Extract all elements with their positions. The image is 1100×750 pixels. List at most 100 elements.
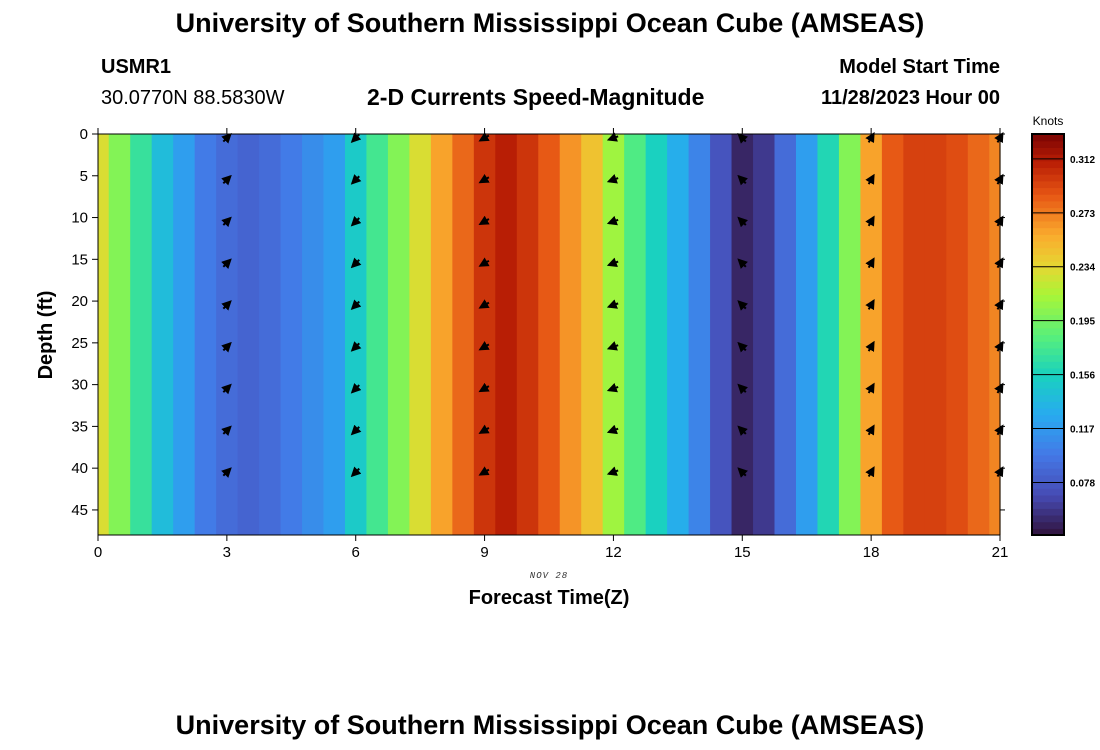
heatmap-cell: [989, 134, 1001, 535]
y-tick-label: 10: [71, 210, 88, 227]
y-tick-label: 30: [71, 377, 88, 394]
vector-arrow: [865, 131, 875, 144]
x-tick-label: 15: [734, 544, 751, 561]
vector-arrow: [350, 424, 362, 436]
colorbar-segment: [1032, 354, 1064, 362]
colorbar-segment: [1032, 254, 1064, 262]
colorbar-tick-label: 0.078: [1070, 478, 1095, 489]
colorbar-segment: [1032, 347, 1064, 356]
heatmap-cell: [688, 134, 711, 535]
heatmap-cell: [259, 134, 282, 535]
colorbar-segment: [1032, 174, 1064, 182]
heatmap-cell: [860, 134, 883, 535]
colorbar-frame: [1031, 133, 1065, 536]
vector-arrow: [737, 174, 748, 186]
colorbar-segment: [1032, 267, 1064, 275]
colorbar-segment: [1032, 521, 1064, 529]
colorbar-segment: [1032, 167, 1064, 175]
colorbar-segment: [1032, 434, 1064, 443]
station-id: USMR1: [101, 56, 172, 78]
colorbar-segment: [1032, 327, 1064, 336]
heatmap-cell: [817, 134, 840, 535]
heatmap-cell: [559, 134, 582, 535]
colorbar-segment: [1032, 401, 1064, 409]
colorbar-segment: [1032, 441, 1064, 449]
colorbar-segment: [1032, 468, 1064, 476]
y-tick-label: 20: [71, 293, 88, 310]
vector-arrow: [221, 174, 232, 186]
colorbar-segment: [1032, 140, 1064, 148]
vector-arrow: [478, 132, 490, 142]
colorbar-segment: [1032, 408, 1064, 416]
vector-arrow: [478, 173, 490, 184]
vector-arrow: [737, 133, 748, 144]
colorbar-tick-label: 0.117: [1070, 425, 1095, 436]
vector-arrow: [606, 382, 619, 393]
model-start-value: 11/28/2023 Hour 00: [820, 87, 1000, 109]
vector-arrow: [865, 257, 875, 269]
colorbar-segment: [1032, 314, 1064, 322]
x-axis: 0 3 6 9 12 15 18 21: [94, 128, 1009, 561]
vector-arrow: [606, 466, 619, 476]
heatmap-cell: [130, 134, 153, 535]
colorbar-segment: [1032, 341, 1064, 349]
heatmap-cell: [774, 134, 797, 535]
vector-arrow: [865, 466, 875, 478]
colorbar-segment: [1032, 514, 1064, 523]
vector-arrow: [221, 425, 232, 437]
colorbar-segment: [1032, 481, 1064, 489]
plot-frame: [97, 133, 1001, 536]
colorbar-tick-label: 0.312: [1070, 155, 1095, 166]
heatmap-cell: [731, 134, 754, 535]
colorbar-segment: [1032, 454, 1064, 463]
vector-arrow: [350, 257, 362, 269]
y-axis-title: Depth (ft): [35, 291, 57, 380]
vector-arrow: [865, 382, 875, 394]
colorbar-segment: [1032, 240, 1064, 249]
colorbar-segment: [1032, 301, 1064, 309]
vector-arrow: [865, 299, 875, 311]
vector-arrow: [350, 215, 362, 227]
heatmap-cell: [538, 134, 561, 535]
heatmap-cell: [710, 134, 733, 535]
vector-arrow: [737, 425, 748, 437]
vector-arrow: [737, 258, 748, 269]
vector-arrow: [221, 300, 232, 311]
colorbar-tick-label: 0.156: [1070, 371, 1095, 382]
vector-arrow: [606, 257, 619, 267]
heatmap-cell: [924, 134, 947, 535]
vector-arrow: [606, 424, 619, 435]
y-tick-label: 35: [71, 418, 88, 435]
vector-arrow: [737, 467, 748, 478]
heatmap-cell: [516, 134, 539, 535]
x-tick-label: 3: [223, 544, 231, 561]
colorbar-unit: Knots: [1033, 114, 1064, 128]
colorbar-segment: [1032, 461, 1064, 469]
x-tick-label: 21: [992, 544, 1009, 561]
colorbar-segment: [1032, 207, 1064, 215]
colorbar-segment: [1032, 334, 1064, 342]
x-axis-title: Forecast Time(Z): [469, 587, 630, 609]
colorbar-segment: [1032, 260, 1064, 269]
colorbar-segment: [1032, 321, 1064, 329]
colorbar-segment: [1032, 488, 1064, 496]
heatmap-cell: [173, 134, 196, 535]
vector-arrow: [221, 383, 232, 395]
colorbar-segment: [1032, 187, 1064, 195]
vector-arrow: [606, 299, 619, 309]
colorbar-tick-label: 0.195: [1070, 317, 1095, 328]
colorbar-segment: [1032, 154, 1064, 162]
heatmap-cell: [602, 134, 625, 535]
vector-arrow: [737, 383, 748, 395]
heatmap-cell: [881, 134, 904, 535]
colorbar-segment: [1032, 274, 1064, 282]
x-tick-label: 0: [94, 544, 102, 561]
model-start-label: Model Start Time: [839, 56, 1000, 78]
heatmap-cell: [366, 134, 389, 535]
vector-arrow: [350, 132, 362, 143]
vector-arrow: [478, 424, 490, 434]
y-tick-label: 0: [80, 126, 88, 143]
colorbar-segment: [1032, 494, 1064, 503]
x-tick-label: 18: [863, 544, 880, 561]
vector-arrow: [221, 467, 232, 478]
